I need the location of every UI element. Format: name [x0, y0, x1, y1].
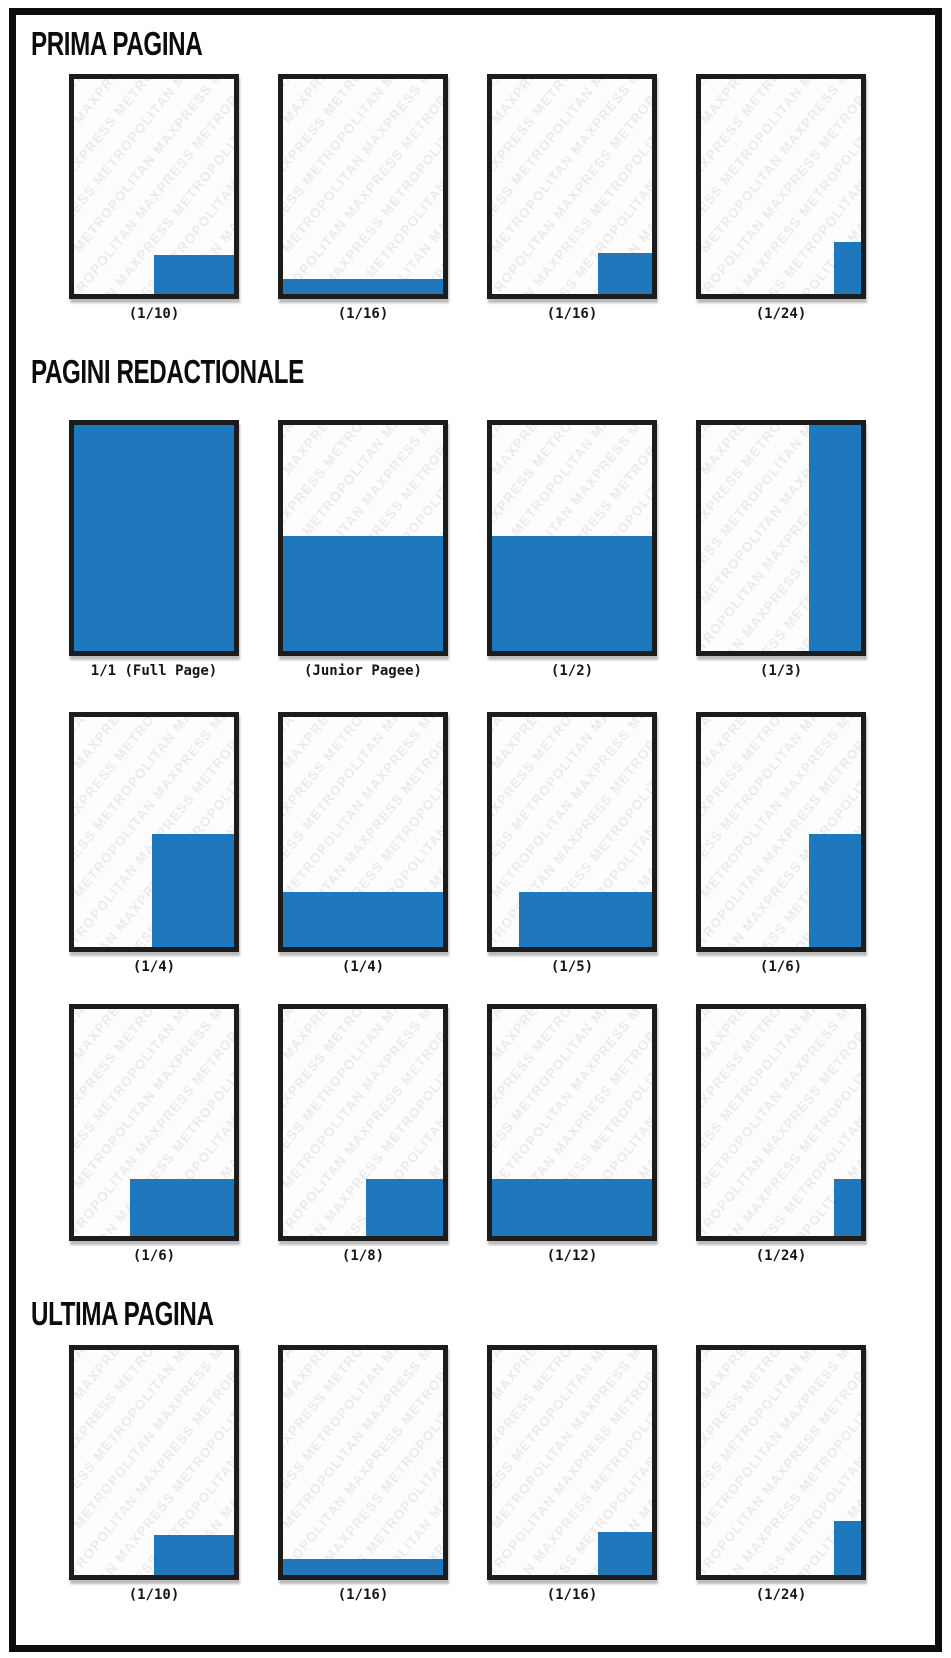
page-size-label: (1/6) [759, 959, 803, 975]
page-size-label: (1/16) [546, 306, 598, 322]
page-mockup: METROPOLITAN MAXPRESS METROPOLITAN MAXPR… [696, 420, 866, 656]
page-mockup: METROPOLITAN MAXPRESS METROPOLITAN MAXPR… [278, 420, 448, 656]
watermark-text: METROPOLITAN MAXPRESS METROPOLITAN MAXPR… [278, 1345, 448, 1580]
page-mockup: METROPOLITAN MAXPRESS METROPOLITAN MAXPR… [69, 1004, 239, 1241]
ad-area [130, 1179, 234, 1236]
page-size-label: (1/10) [128, 1587, 180, 1603]
page-mockup: METROPOLITAN MAXPRESS METROPOLITAN MAXPR… [487, 1345, 657, 1580]
label-row: (1/10) (1/16) (1/16) (1/24) [69, 1587, 935, 1603]
page-mockup: METROPOLITAN MAXPRESS METROPOLITAN MAXPR… [278, 712, 448, 952]
label-row: (1/4) (1/4) (1/5) (1/6) [69, 959, 935, 975]
page-mockup: METROPOLITAN MAXPRESS METROPOLITAN MAXPR… [696, 712, 866, 952]
ad-area [283, 278, 443, 294]
page-size-label: (1/16) [337, 306, 389, 322]
page-mockup: METROPOLITAN MAXPRESS METROPOLITAN MAXPR… [69, 1345, 239, 1580]
page-mockup: METROPOLITAN MAXPRESS METROPOLITAN MAXPR… [487, 74, 657, 299]
page-size-label: (1/24) [755, 306, 807, 322]
ad-area [492, 1179, 652, 1236]
page-mockup: METROPOLITAN MAXPRESS METROPOLITAN MAXPR… [69, 74, 239, 299]
ad-area [283, 891, 443, 947]
ad-area [809, 834, 861, 947]
page-mockup: METROPOLITAN MAXPRESS METROPOLITAN MAXPR… [696, 1004, 866, 1241]
page-size-label: (1/16) [546, 1587, 598, 1603]
page-size-label: (1/2) [550, 663, 594, 679]
ad-area [833, 242, 861, 294]
section-ultima-pagina: ULTIMA PAGINA METROPOLITAN MAXPRESS METRO… [16, 1264, 935, 1603]
label-row: 1/1 (Full Page) (Junior Pagee) (1/2) (1/3) [69, 663, 935, 679]
page-mockup: METROPOLITAN MAXPRESS METROPOLITAN MAXPR… [696, 74, 866, 299]
watermark-text: METROPOLITAN MAXPRESS METROPOLITAN MAXPR… [278, 74, 448, 299]
ad-area [492, 535, 652, 651]
page-size-label: (1/4) [341, 959, 385, 975]
page-mockup: METROPOLITAN MAXPRESS METROPOLITAN MAXPR… [278, 1345, 448, 1580]
label-row: (1/6) (1/8) (1/12) (1/24) [69, 1248, 935, 1264]
page-mockup: METROPOLITAN MAXPRESS METROPOLITAN MAXPR… [69, 712, 239, 952]
page-mockup: METROPOLITAN MAXPRESS METROPOLITAN MAXPR… [487, 1004, 657, 1241]
page-mockup: METROPOLITAN MAXPRESS METROPOLITAN MAXPR… [696, 1345, 866, 1580]
ad-area [283, 535, 443, 651]
page-row: METROPOLITAN MAXPRESS METROPOLITAN MAXPR… [69, 74, 935, 299]
page-size-label: (1/6) [132, 1248, 176, 1264]
ad-area [154, 1534, 234, 1575]
section-title: ULTIMA PAGINA [31, 1294, 214, 1333]
ad-area [833, 1521, 861, 1575]
ad-area [519, 891, 652, 947]
outer-border: PRIMA PAGINA METROPOLITAN MAXPRESS METROP… [9, 8, 942, 1652]
page-mockup: METROPOLITAN MAXPRESS METROPOLITAN MAXPR… [278, 1004, 448, 1241]
page-size-label: (Junior Pagee) [303, 663, 422, 679]
ad-area [597, 253, 652, 294]
page-row: METROPOLITAN MAXPRESS METROPOLITAN MAXPR… [69, 1345, 935, 1580]
page-size-label: (1/10) [128, 306, 180, 322]
page-size-label: (1/24) [755, 1587, 807, 1603]
section-title: PAGINI REDACTIONALE [31, 352, 304, 391]
page-mockup: METROPOLITAN MAXPRESS METROPOLITAN MAXPR… [487, 712, 657, 952]
section-title: PRIMA PAGINA [31, 24, 203, 63]
page-size-label: 1/1 (Full Page) [90, 663, 218, 679]
page-size-label: (1/3) [759, 663, 803, 679]
page-mockup: METROPOLITAN MAXPRESS METROPOLITAN MAXPR… [69, 420, 239, 656]
ad-area [152, 834, 234, 947]
page-size-label: (1/4) [132, 959, 176, 975]
page-size-label: (1/12) [546, 1248, 598, 1264]
page-mockup: METROPOLITAN MAXPRESS METROPOLITAN MAXPR… [278, 74, 448, 299]
page-row: METROPOLITAN MAXPRESS METROPOLITAN MAXPR… [69, 712, 935, 952]
ad-area [597, 1532, 652, 1575]
page-size-label: (1/16) [337, 1587, 389, 1603]
ad-area [74, 425, 234, 651]
ad-area [809, 425, 861, 651]
page-mockup: METROPOLITAN MAXPRESS METROPOLITAN MAXPR… [487, 420, 657, 656]
section-pagini-redactionale: PAGINI REDACTIONALE METROPOLITAN MAXPRESS… [16, 322, 935, 1264]
ad-area [833, 1179, 861, 1236]
page-size-label: (1/24) [755, 1248, 807, 1264]
ad-area [366, 1179, 443, 1236]
section-prima-pagina: PRIMA PAGINA METROPOLITAN MAXPRESS METROP… [16, 15, 935, 322]
rate-card-content: PRIMA PAGINA METROPOLITAN MAXPRESS METROP… [16, 15, 935, 1645]
page-row: METROPOLITAN MAXPRESS METROPOLITAN MAXPR… [69, 1004, 935, 1241]
ad-area [283, 1559, 443, 1575]
page-size-label: (1/5) [550, 959, 594, 975]
ad-area [154, 255, 234, 294]
page-size-label: (1/8) [341, 1248, 385, 1264]
page-row: METROPOLITAN MAXPRESS METROPOLITAN MAXPR… [69, 420, 935, 656]
label-row: (1/10) (1/16) (1/16) (1/24) [69, 306, 935, 322]
